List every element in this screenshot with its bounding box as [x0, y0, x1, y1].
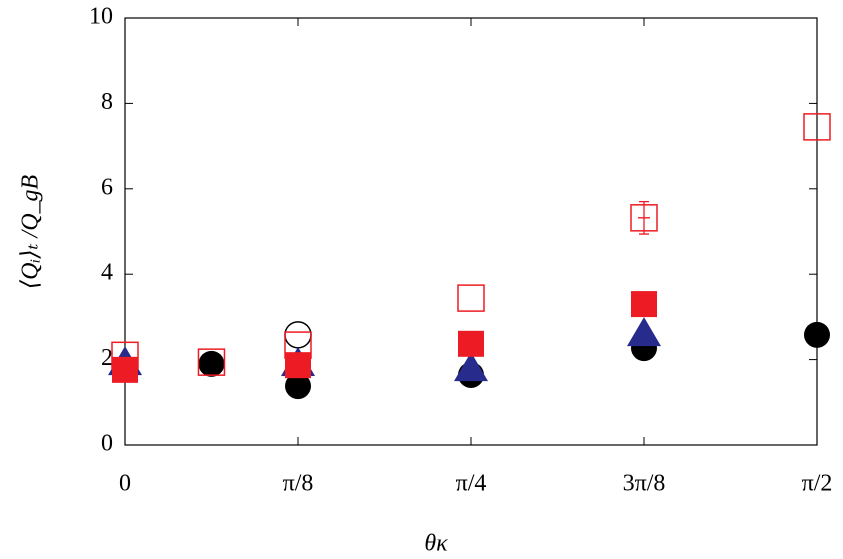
point [198, 350, 225, 377]
y-tick-label: 0 [101, 431, 113, 457]
point [457, 284, 485, 312]
point [458, 330, 484, 357]
point [284, 331, 312, 359]
x-tick-label: π/4 [456, 471, 487, 497]
error-bar [638, 200, 650, 235]
y-axis-label: ⟨Qᵢ⟩ₜ /Q_gB [18, 174, 44, 289]
point [631, 291, 657, 318]
y-tick-label: 6 [101, 174, 113, 200]
x-axis-label: θκ [424, 531, 448, 557]
point [804, 321, 830, 348]
x-tick-label: 0 [119, 471, 131, 497]
point [284, 321, 312, 349]
point [112, 356, 138, 383]
y-tick-label: 8 [101, 89, 113, 115]
point [285, 352, 311, 379]
point [111, 341, 139, 370]
y-tick-label: 10 [89, 4, 113, 30]
y-tick-label: 4 [101, 260, 113, 286]
x-tick-label: 3π/8 [623, 471, 666, 497]
point [454, 352, 488, 382]
point [285, 373, 311, 400]
point [197, 348, 226, 376]
point [803, 113, 831, 141]
x-tick-label: π/8 [283, 471, 314, 497]
point [627, 317, 661, 347]
y-tick-label: 2 [101, 345, 113, 371]
x-tick-label: π/2 [802, 471, 833, 497]
